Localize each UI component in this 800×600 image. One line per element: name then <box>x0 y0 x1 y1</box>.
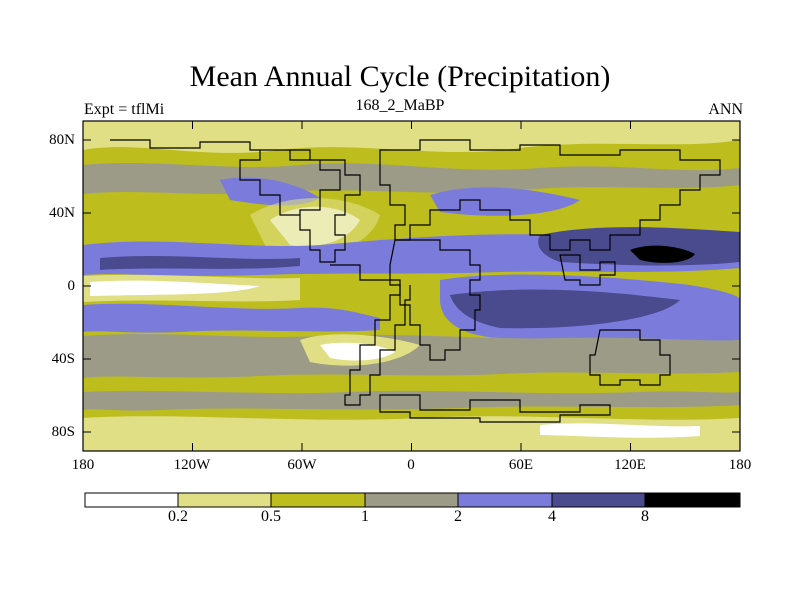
colorbar-label: 1 <box>361 508 369 525</box>
band-atlantic-light <box>250 198 380 257</box>
lat-tick-label: 40N <box>49 205 75 221</box>
lon-tick-label: 120E <box>614 457 646 473</box>
lon-tick-label: 60E <box>508 457 534 473</box>
band-westpac-dark <box>538 227 740 266</box>
band-westpac-max <box>630 245 695 263</box>
band-north-blue-pacific <box>220 177 320 206</box>
band-south-blue <box>83 303 380 333</box>
lat-tick-label: 40S <box>51 351 75 367</box>
colorbar-swatch-2 <box>271 493 365 507</box>
colorbar-swatch-6 <box>645 493 740 507</box>
colorbar-swatch-1 <box>178 493 271 507</box>
colorbar-label: 4 <box>548 508 556 525</box>
lon-tick-label: 180 <box>71 457 95 473</box>
band-eurasia-blue <box>430 187 580 216</box>
band-north-polar-light <box>83 121 740 153</box>
coastline-north-america <box>110 139 361 263</box>
colorbar-swatch-4 <box>458 493 552 507</box>
coastline-eurasia <box>379 139 721 251</box>
coastline-antarctica <box>379 394 611 423</box>
coastline-south-america <box>330 264 411 406</box>
period-label: 168_2_MaBP <box>355 97 445 114</box>
coastline-africa <box>389 239 481 361</box>
axis-ticks <box>82 121 741 451</box>
colorbar-label: 0.2 <box>168 508 188 525</box>
lon-tick-label: 180 <box>728 457 752 473</box>
band-equatorial-white <box>90 280 260 296</box>
colorbar-label: 8 <box>641 508 649 525</box>
lon-tick-label: 0 <box>407 457 415 473</box>
experiment-label: Expt = tflMi <box>84 101 165 118</box>
colorbar-frame <box>84 492 741 508</box>
lon-tick-label: 120W <box>173 457 211 473</box>
colorbar-swatch-5 <box>552 493 645 507</box>
colorbar <box>84 492 741 508</box>
colorbar-label: 0.5 <box>261 508 281 525</box>
colorbar-label: 2 <box>454 508 462 525</box>
lat-tick-label: 0 <box>67 278 76 294</box>
band-south-grey <box>83 334 740 378</box>
lat-tick-label: 80S <box>51 424 75 440</box>
band-south-polar-white <box>540 423 700 438</box>
lat-tick-label: 80N <box>49 132 75 148</box>
coastlines <box>110 139 721 423</box>
season-label: ANN <box>708 101 743 118</box>
band-south-dry-white <box>320 342 395 361</box>
precip-field <box>83 121 740 451</box>
band-itcz-dark <box>100 256 300 270</box>
coastline-australia <box>589 329 671 386</box>
colorbar-swatch-3 <box>365 493 458 507</box>
lon-tick-label: 60W <box>287 457 317 473</box>
coastline-se-asia <box>559 254 616 286</box>
band-indian-dark <box>450 289 680 329</box>
colorbar-swatch-0 <box>85 493 178 507</box>
band-south-ocean-grey <box>83 390 740 411</box>
map-title: Mean Annual Cycle (Precipitation) <box>189 60 611 93</box>
